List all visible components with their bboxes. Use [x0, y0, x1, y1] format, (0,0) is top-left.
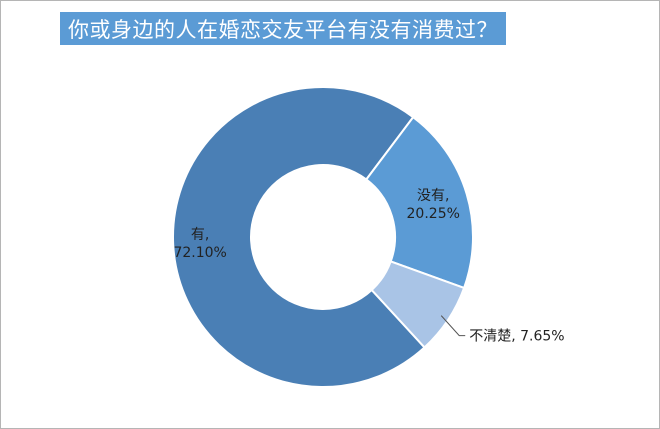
chart-title: 你或身边的人在婚恋交友平台有没有消费过？ — [68, 17, 498, 42]
chart-title-bar: 你或身边的人在婚恋交友平台有没有消费过？ — [60, 12, 506, 45]
leader-line — [440, 315, 466, 337]
slice-label-0: 有, — [191, 227, 209, 243]
slice-value-1: 20.25% — [407, 206, 460, 222]
slice-value-0: 72.10% — [173, 245, 226, 261]
slice-0 — [172, 86, 426, 388]
slice-label-1: 没有, — [417, 188, 449, 204]
slice-label-2: 不清楚, 7.65% — [469, 329, 564, 345]
slice-1 — [364, 115, 474, 290]
slice-2 — [370, 260, 466, 349]
